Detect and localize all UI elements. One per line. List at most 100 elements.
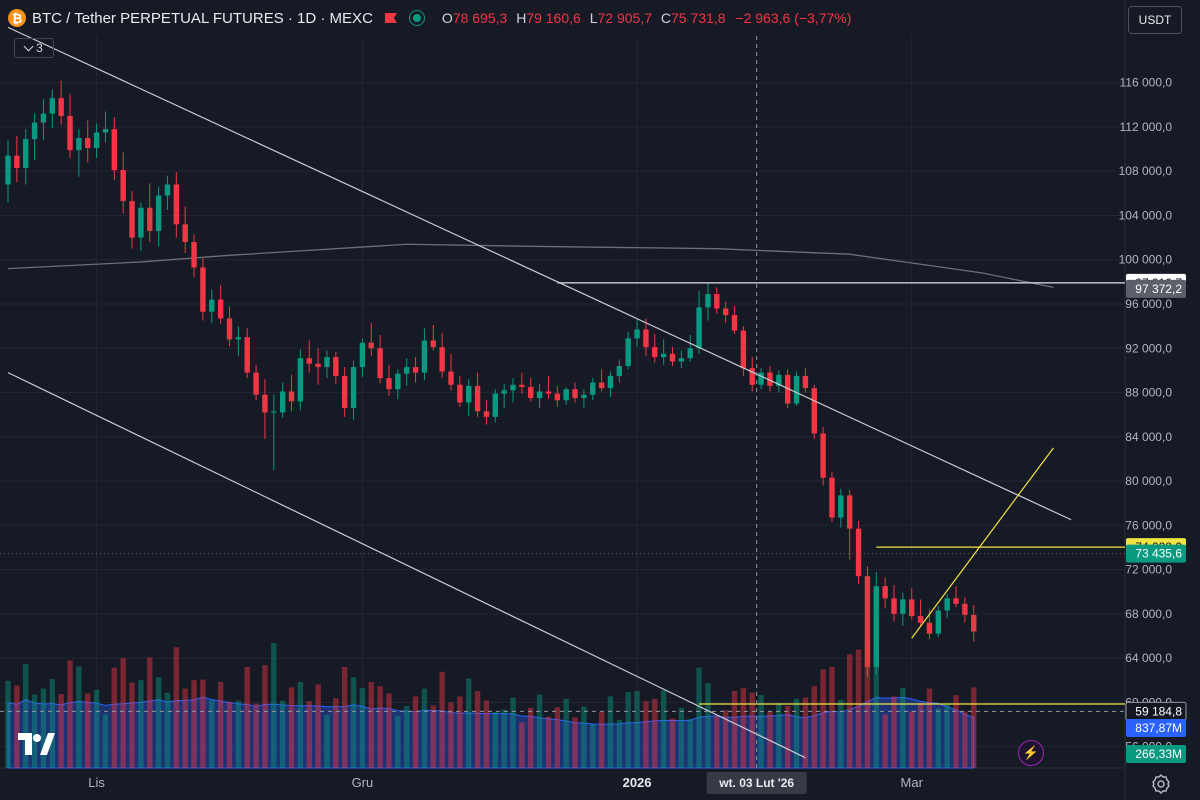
flag-icon[interactable] bbox=[384, 13, 397, 23]
candle bbox=[386, 364, 392, 396]
candle bbox=[581, 389, 587, 409]
candle-body bbox=[483, 411, 490, 417]
candle bbox=[333, 351, 339, 384]
collapse-indicators-button[interactable]: 3 bbox=[14, 38, 54, 58]
candle-body bbox=[333, 357, 339, 376]
candle-body bbox=[590, 382, 596, 395]
price-axis[interactable]: 116 000,0 112 000,0 108 000,0 104 000,0 100 … bbox=[1119, 76, 1173, 754]
volume-bar bbox=[838, 700, 844, 768]
candle bbox=[120, 152, 126, 214]
candle bbox=[155, 186, 162, 247]
lightning-icon[interactable]: ⚡ bbox=[1018, 740, 1044, 766]
volume-bar bbox=[76, 666, 82, 768]
candle bbox=[944, 593, 950, 619]
volume-bar bbox=[102, 714, 109, 768]
candle bbox=[288, 374, 295, 412]
moving-average-line bbox=[7, 243, 1054, 289]
candle bbox=[430, 325, 436, 351]
volume-bar bbox=[386, 693, 392, 768]
currency-button[interactable]: USDT bbox=[1128, 6, 1182, 34]
candle-body bbox=[501, 390, 507, 394]
candle-body bbox=[173, 184, 180, 225]
candle bbox=[111, 117, 118, 181]
candle bbox=[536, 383, 543, 409]
candle-body bbox=[900, 599, 906, 614]
volume-bars bbox=[5, 643, 977, 768]
volume-bar bbox=[590, 724, 596, 768]
volume-bar bbox=[324, 715, 330, 768]
volume-bar bbox=[829, 667, 835, 768]
candle-body bbox=[855, 528, 862, 577]
volume-bar bbox=[528, 707, 534, 768]
candle bbox=[164, 175, 171, 210]
candle bbox=[350, 360, 357, 421]
volume-bar bbox=[200, 679, 206, 768]
volume-bar bbox=[412, 696, 419, 768]
candle bbox=[900, 592, 906, 626]
candle-body bbox=[714, 294, 720, 309]
candle-body bbox=[669, 353, 676, 362]
candle-body bbox=[138, 207, 144, 238]
candle-body bbox=[404, 367, 410, 374]
candle bbox=[324, 350, 330, 379]
gear-icon[interactable] bbox=[1150, 773, 1172, 795]
volume-bar bbox=[288, 687, 295, 768]
candle bbox=[625, 331, 631, 370]
candle-body bbox=[784, 374, 791, 404]
volume-bar bbox=[722, 710, 729, 768]
candle-body bbox=[182, 224, 188, 243]
price-tick-label: 72 000,0 bbox=[1125, 563, 1172, 577]
time-axis[interactable]: Lis Gru 2026 Mar wt. 03 Lut '26 bbox=[88, 772, 924, 794]
candle-body bbox=[111, 129, 118, 171]
volume-bar bbox=[572, 717, 578, 768]
candle-body bbox=[873, 586, 879, 667]
price-label: 59 184,8 bbox=[1125, 701, 1187, 721]
volume-bar bbox=[652, 698, 658, 768]
candle-body bbox=[758, 372, 764, 385]
volume-bar bbox=[536, 694, 543, 768]
candle-body bbox=[767, 372, 773, 386]
volume-bar bbox=[404, 706, 410, 768]
symbol-title[interactable]: BTC / Tether PERPETUAL FUTURES · 1D · ME… bbox=[32, 9, 373, 27]
candle-body bbox=[155, 195, 162, 231]
candle bbox=[962, 597, 968, 623]
candle-body bbox=[554, 393, 561, 401]
volume-bar bbox=[430, 705, 436, 768]
volume-ma-shape bbox=[7, 696, 975, 769]
candle bbox=[829, 472, 835, 522]
volume-bar bbox=[129, 682, 135, 768]
volume-bar bbox=[758, 695, 764, 768]
candle-body bbox=[722, 308, 729, 316]
volume-bar bbox=[368, 682, 374, 768]
high-value: 79 160,6 bbox=[526, 10, 581, 26]
time-tick-label: Mar bbox=[901, 775, 924, 790]
candle bbox=[262, 379, 268, 439]
candle-body bbox=[563, 389, 569, 401]
candle bbox=[598, 369, 605, 392]
candle-body bbox=[58, 98, 64, 116]
volume-bar bbox=[23, 664, 29, 768]
volume-bar bbox=[226, 701, 233, 768]
volume-bar bbox=[696, 667, 702, 768]
tradingview-logo-icon[interactable] bbox=[16, 731, 56, 757]
volume-bar bbox=[643, 701, 649, 768]
indicator-count: 3 bbox=[36, 41, 43, 55]
candle bbox=[23, 129, 29, 185]
volume-bar bbox=[173, 647, 180, 768]
candle bbox=[811, 384, 817, 439]
candle bbox=[528, 378, 534, 402]
candle bbox=[483, 400, 490, 425]
candle-body bbox=[740, 330, 747, 369]
volume-bar bbox=[67, 660, 73, 768]
candle-body bbox=[93, 132, 100, 148]
candle bbox=[5, 140, 11, 203]
candles bbox=[5, 80, 977, 677]
candle-body bbox=[147, 207, 153, 231]
candle-body bbox=[395, 373, 401, 390]
market-status-icon[interactable] bbox=[408, 10, 425, 26]
open-key: O bbox=[441, 10, 453, 26]
candle-body bbox=[5, 155, 11, 185]
candle-body bbox=[829, 477, 835, 518]
price-labels: 97 910,797 372,274 028,273 435,659 184,8… bbox=[1125, 273, 1187, 763]
